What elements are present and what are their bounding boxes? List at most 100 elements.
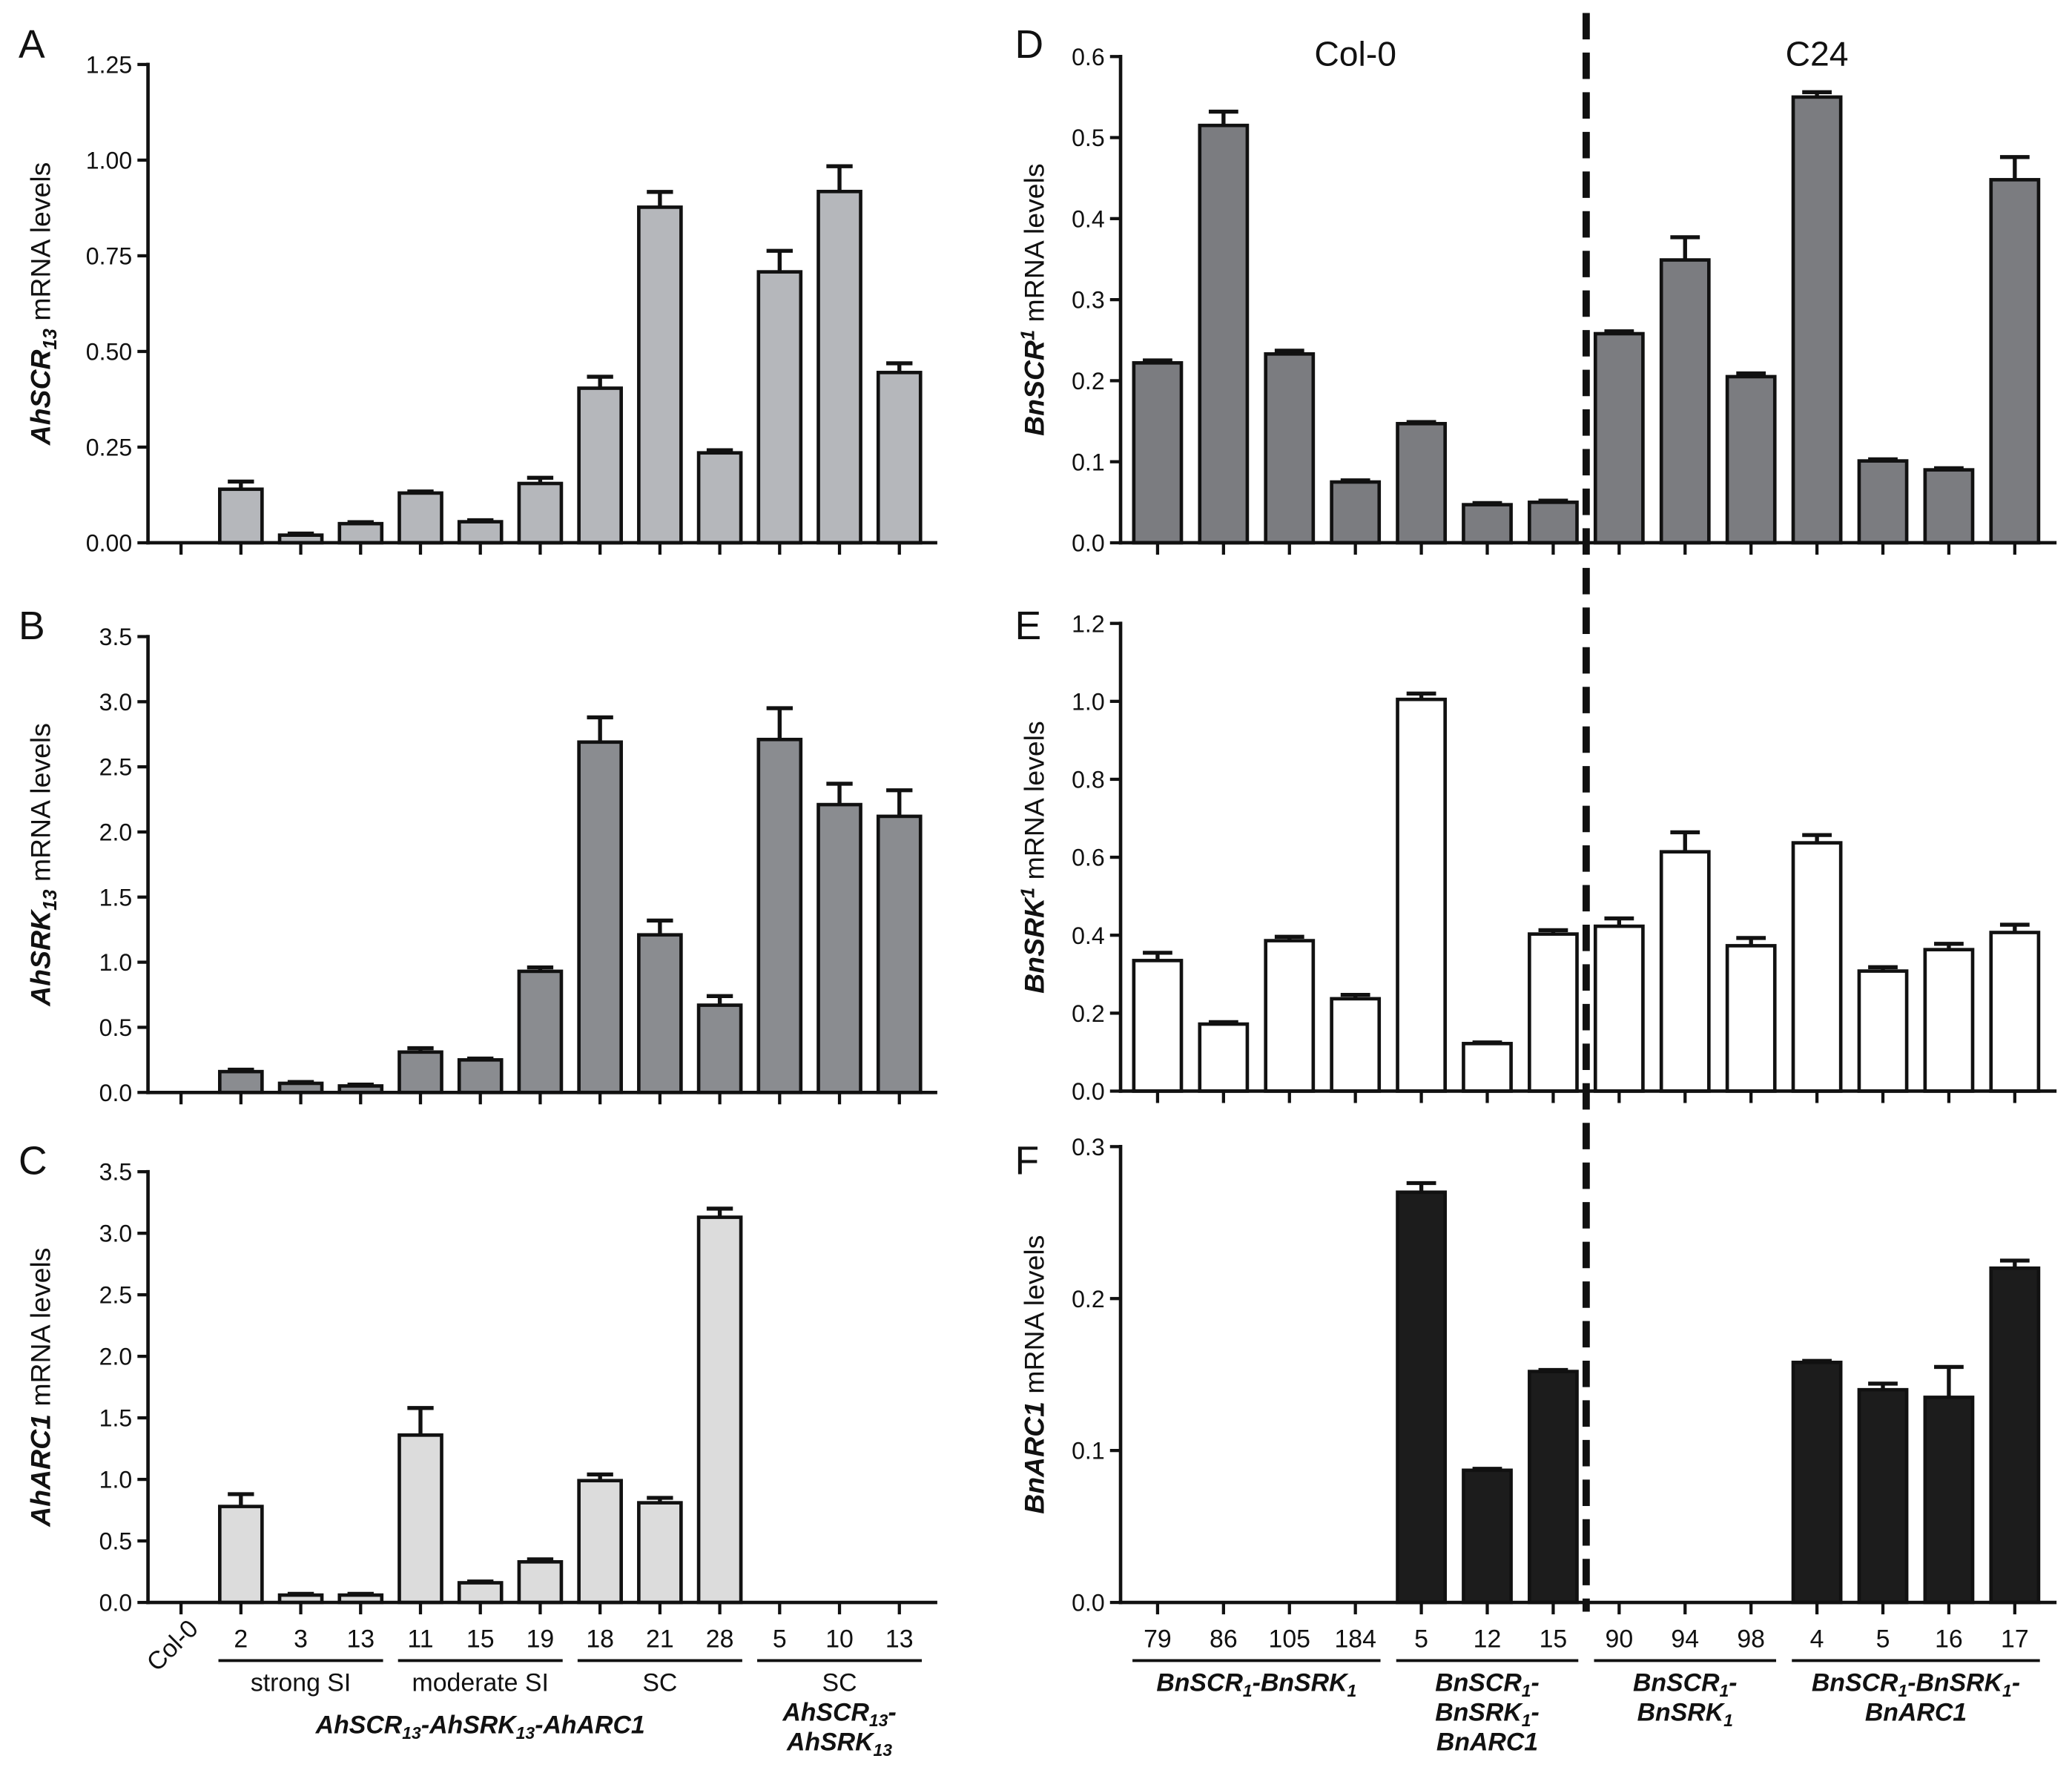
- group-label-right-3: BnSCR1-BnSRK1-BnARC1: [1792, 1659, 2040, 1727]
- label-segment: -: [888, 1699, 896, 1727]
- y-tick-label: 0.3: [1072, 287, 1105, 314]
- right-category-labels: 79 86 105 184 5 12 15 90 94 98 4 5 16 17: [1144, 1625, 2029, 1654]
- bar-E-9-98: [1725, 944, 1777, 1093]
- y-tick-label: 3.5: [99, 624, 133, 650]
- y-tick-label: 0.50: [86, 339, 132, 366]
- bar-E-5-12: [1462, 1042, 1513, 1093]
- bar-D-9-98: [1725, 374, 1777, 545]
- group-label-line: BnSCR1-BnSRK1-: [1812, 1668, 2020, 1700]
- bar-B-10-5: [756, 737, 803, 1094]
- group-label-right-1: BnSCR1-BnSRK1-BnARC1: [1396, 1659, 1579, 1757]
- panel-E: E BnSRK1 mRNA levels 0.0 0.2 0.4 0.6 0.8 1.0 1.2: [1014, 604, 2057, 1105]
- bar-E-8-94: [1659, 850, 1711, 1093]
- label-segment: -BnSRK: [1907, 1668, 2004, 1697]
- bar-E-2-105: [1264, 939, 1316, 1093]
- x-category-label: 86: [1210, 1625, 1238, 1654]
- x-category-label: 5: [773, 1625, 787, 1654]
- group-label-line: AhSCR13-AhSRK13-AhARC1: [315, 1711, 645, 1742]
- y-axis-label: AhSCR13 mRNA levels: [25, 162, 61, 446]
- group-label-line: BnSCR1-BnSRK1: [1156, 1668, 1356, 1700]
- label-segment: 1: [1522, 1681, 1531, 1700]
- x-category-label: 184: [1334, 1625, 1376, 1654]
- label-segment: 1: [1018, 330, 1039, 340]
- y-axis-label: BnSCR1 mRNA levels: [1018, 163, 1050, 436]
- bar-A-9-28: [696, 451, 743, 545]
- bar-A-4-11: [397, 491, 443, 545]
- label-segment: -AhSRK: [421, 1711, 518, 1739]
- group-label-line: BnSRK1-: [1435, 1699, 1540, 1730]
- y-axis-label: BnARC1 mRNA levels: [1019, 1235, 1050, 1514]
- bar-E-3-184: [1330, 997, 1382, 1093]
- bar-F-10-4: [1791, 1360, 1843, 1605]
- y-tick-label: 0.0: [1072, 530, 1105, 557]
- y-tick-label: 0.6: [1072, 44, 1105, 70]
- bar-D-5-12: [1462, 503, 1513, 545]
- label-segment: BnARC1: [1436, 1728, 1538, 1757]
- y-axis-label: AhARC1 mRNA levels: [25, 1248, 56, 1528]
- bar-D-12-16: [1923, 468, 1975, 545]
- label-segment: AhSCR: [25, 349, 56, 446]
- bar-D-4-5: [1396, 422, 1447, 545]
- bar-A-3-13: [337, 521, 384, 545]
- y-tick-label: 2.0: [99, 1344, 133, 1370]
- y-tick-label: 0.00: [86, 530, 132, 557]
- label-segment: BnSRK: [1019, 896, 1050, 994]
- bar-B-11-10: [816, 802, 862, 1094]
- group-label-left-1: moderate SI: [397, 1659, 563, 1697]
- bar-B-8-21: [637, 933, 683, 1094]
- y-tick-label: 0.0: [99, 1080, 133, 1106]
- group-label-line: BnSRK1: [1637, 1699, 1733, 1730]
- label-segment: SC: [822, 1668, 857, 1697]
- bar-C-4-11: [397, 1433, 443, 1605]
- group-label-line: AhSRK13: [786, 1728, 892, 1760]
- label-segment: BnSRK: [1637, 1699, 1726, 1727]
- x-category-label: 5: [1876, 1625, 1890, 1654]
- ecotype-label-c24: C24: [1786, 35, 1849, 73]
- bar-C-7-18: [577, 1479, 623, 1605]
- x-category-label: 17: [2001, 1625, 2029, 1654]
- group-label-line: moderate SI: [412, 1668, 549, 1697]
- bar-C-6-19: [517, 1559, 564, 1605]
- y-tick-label: 0.4: [1072, 922, 1105, 949]
- y-tick-label: 0.2: [1072, 368, 1105, 394]
- bar-C-1-2: [218, 1505, 264, 1605]
- bar-D-3-184: [1330, 480, 1382, 545]
- bar-F-12-16: [1923, 1396, 1975, 1605]
- group-label-line: strong SI: [251, 1668, 351, 1697]
- y-tick-label: 1.00: [86, 148, 132, 174]
- x-category-label: 12: [1474, 1625, 1502, 1654]
- x-category-label: 5: [1414, 1625, 1428, 1654]
- y-tick-label: 0.4: [1072, 205, 1105, 232]
- panel-letter: C: [19, 1140, 47, 1183]
- y-tick-label: 1.0: [99, 949, 133, 976]
- x-category-label: Col-0: [142, 1614, 204, 1677]
- bar-A-10-5: [756, 270, 803, 545]
- y-axis-label: BnSRK1 mRNA levels: [1018, 721, 1050, 994]
- bar-B-4-11: [397, 1050, 443, 1094]
- x-category-label: 79: [1144, 1625, 1172, 1654]
- y-tick-label: 1.0: [1072, 688, 1105, 715]
- label-segment: mRNA levels: [25, 1248, 56, 1415]
- y-tick-label: 3.0: [99, 1221, 133, 1247]
- label-segment: BnSCR: [1156, 1668, 1243, 1697]
- label-segment: BnSCR: [1812, 1668, 1898, 1697]
- y-tick-label: 0.2: [1072, 1000, 1105, 1027]
- label-segment: AhSRK: [786, 1728, 875, 1757]
- label-segment: 1: [2002, 1681, 2012, 1700]
- bar-D-7-90: [1593, 331, 1645, 545]
- label-segment: mRNA levels: [25, 162, 56, 329]
- x-category-label: 13: [885, 1625, 914, 1654]
- bar-D-2-105: [1264, 352, 1316, 545]
- y-tick-label: 1.5: [99, 1405, 133, 1432]
- x-category-label: 2: [234, 1625, 248, 1654]
- y-tick-label: 2.5: [99, 1282, 133, 1309]
- panel-letter: A: [19, 23, 45, 67]
- x-category-label: 13: [346, 1625, 375, 1654]
- y-tick-label: 2.0: [99, 819, 133, 846]
- group-label-left-0: strong SI: [218, 1659, 383, 1697]
- label-segment: 1: [1720, 1681, 1729, 1700]
- group-label-right-0: BnSCR1-BnSRK1: [1132, 1659, 1381, 1700]
- bar-A-5-15: [457, 520, 504, 545]
- label-segment: -AhARC1: [535, 1711, 645, 1739]
- x-category-label: 94: [1671, 1625, 1699, 1654]
